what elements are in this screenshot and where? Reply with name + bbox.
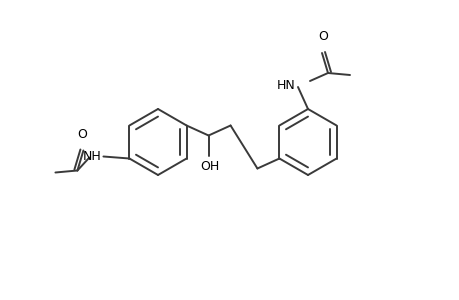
Text: NH: NH: [83, 150, 101, 163]
Text: OH: OH: [200, 160, 219, 172]
Text: HN: HN: [277, 79, 295, 92]
Text: O: O: [317, 30, 327, 43]
Text: O: O: [77, 128, 87, 140]
